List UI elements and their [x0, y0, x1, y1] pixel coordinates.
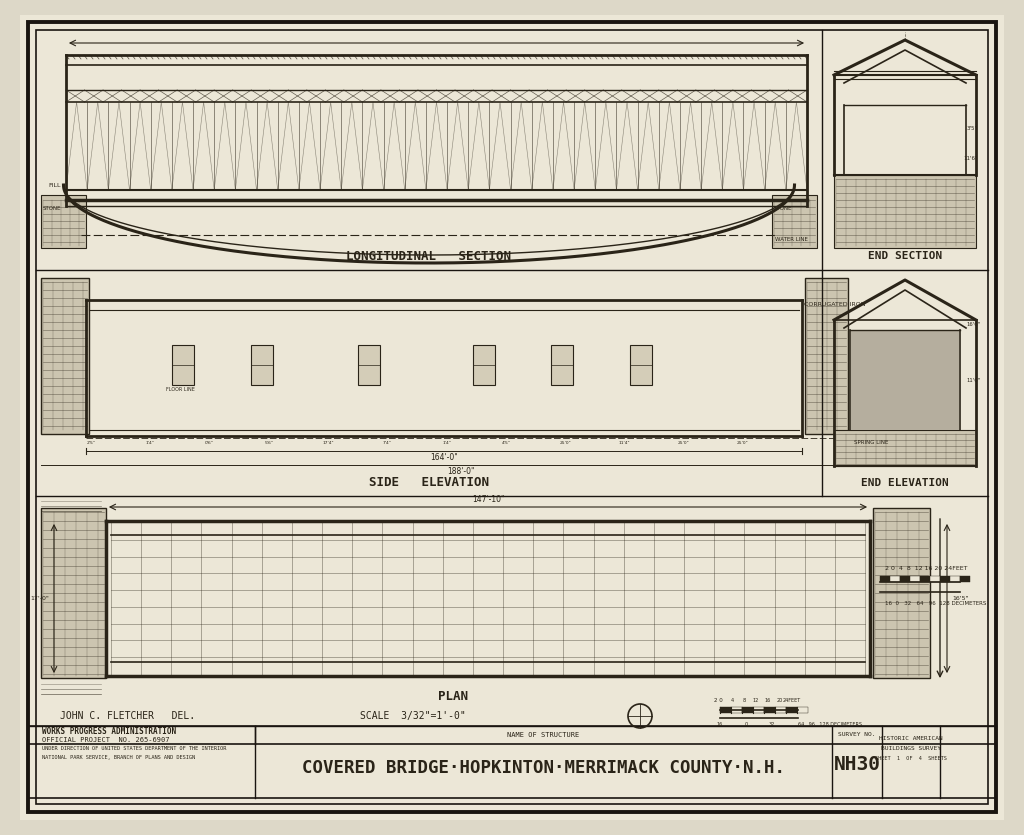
Text: 8: 8 — [742, 698, 745, 703]
Bar — [930, 576, 940, 582]
Text: 32: 32 — [769, 722, 775, 727]
Bar — [880, 576, 890, 582]
Text: JOHN C. FLETCHER   DEL.: JOHN C. FLETCHER DEL. — [60, 711, 196, 721]
Text: 16: 16 — [765, 698, 771, 703]
Bar — [775, 707, 786, 713]
Text: WATER LINE: WATER LINE — [775, 237, 808, 242]
Text: 16'5": 16'5" — [952, 596, 969, 601]
Text: 5'6": 5'6" — [264, 441, 273, 445]
Text: 11'6": 11'6" — [964, 156, 978, 161]
Bar — [786, 707, 797, 713]
Text: NH30: NH30 — [834, 755, 881, 773]
Text: 2'5": 2'5" — [87, 441, 95, 445]
Text: CORRUGATED IRON: CORRUGATED IRON — [804, 302, 865, 307]
Bar — [41, 278, 89, 434]
Bar — [851, 331, 959, 430]
Text: COVERED BRIDGE·HOPKINTON·MERRIMACK COUNTY·N.H.: COVERED BRIDGE·HOPKINTON·MERRIMACK COUNT… — [301, 759, 784, 777]
Bar — [251, 345, 272, 385]
Bar — [890, 576, 900, 582]
Text: SPRING LINE: SPRING LINE — [854, 440, 889, 445]
Text: WORKS PROGRESS ADMINISTRATION: WORKS PROGRESS ADMINISTRATION — [42, 727, 176, 736]
Text: 0: 0 — [744, 722, 748, 727]
Bar — [772, 195, 817, 248]
Text: 188'-0": 188'-0" — [447, 468, 475, 477]
Bar — [41, 195, 86, 248]
Text: FILL: FILL — [48, 183, 60, 188]
Bar — [41, 508, 106, 678]
Text: 147'-10": 147'-10" — [472, 495, 504, 504]
Bar — [731, 707, 742, 713]
Bar — [940, 576, 950, 582]
Text: 20: 20 — [777, 698, 783, 703]
Text: 3'5": 3'5" — [967, 126, 978, 131]
Text: STONE: STONE — [774, 206, 793, 211]
Text: 2 0  4  8  12 16 20 24FEET: 2 0 4 8 12 16 20 24FEET — [885, 566, 968, 571]
Text: END ELEVATION: END ELEVATION — [861, 478, 949, 488]
Text: 164'-0": 164'-0" — [430, 453, 458, 463]
Bar — [910, 576, 920, 582]
Text: 17'4": 17'4" — [323, 441, 334, 445]
Text: FLOOR LINE: FLOOR LINE — [166, 387, 195, 392]
Text: 17'-0": 17'-0" — [30, 596, 49, 601]
Text: STONE: STONE — [43, 206, 61, 211]
Bar — [551, 345, 573, 385]
Bar — [172, 345, 194, 385]
Bar — [805, 278, 848, 434]
Text: 16  0   32   64   96  128 DECIMETERS: 16 0 32 64 96 128 DECIMETERS — [885, 601, 986, 606]
Text: SCALE  3/32"=1'-0": SCALE 3/32"=1'-0" — [360, 711, 466, 721]
Text: 11'6": 11'6" — [966, 377, 980, 382]
Text: UNDER DIRECTION OF UNITED STATES DEPARTMENT OF THE INTERIOR: UNDER DIRECTION OF UNITED STATES DEPARTM… — [42, 746, 226, 752]
Text: 16: 16 — [717, 722, 723, 727]
Text: SHEET  1  OF  4  SHEETS: SHEET 1 OF 4 SHEETS — [876, 756, 947, 761]
Bar — [720, 707, 731, 713]
Bar — [358, 345, 380, 385]
Text: 25'0": 25'0" — [678, 441, 689, 445]
Text: 4'5": 4'5" — [502, 441, 510, 445]
Text: NAME OF STRUCTURE: NAME OF STRUCTURE — [507, 732, 580, 738]
Text: END SECTION: END SECTION — [868, 251, 942, 261]
Text: 4: 4 — [730, 698, 733, 703]
Bar — [900, 576, 910, 582]
Text: SIDE   ELEVATION: SIDE ELEVATION — [369, 477, 489, 489]
Text: 7'4": 7'4" — [383, 441, 391, 445]
Bar — [834, 430, 976, 466]
Bar — [742, 707, 753, 713]
Bar — [961, 576, 970, 582]
Text: 16'6": 16'6" — [966, 322, 980, 327]
Bar — [630, 345, 652, 385]
Text: PLAN: PLAN — [438, 690, 468, 702]
Bar — [834, 175, 976, 248]
Text: 0'6": 0'6" — [205, 441, 214, 445]
Bar — [473, 345, 495, 385]
Text: OFFICIAL PROJECT  NO. 265-6907: OFFICIAL PROJECT NO. 265-6907 — [42, 737, 170, 743]
Text: 1'4": 1'4" — [442, 441, 451, 445]
Bar — [797, 707, 808, 713]
Bar — [873, 508, 930, 678]
Text: 11'4": 11'4" — [618, 441, 630, 445]
Bar — [950, 576, 961, 582]
Text: 25'0": 25'0" — [559, 441, 570, 445]
Text: 12: 12 — [753, 698, 759, 703]
Text: 24FEET: 24FEET — [783, 698, 801, 703]
Text: SURVEY NO.: SURVEY NO. — [839, 731, 876, 736]
Bar — [753, 707, 764, 713]
Text: LONGITUDINAL   SECTION: LONGITUDINAL SECTION — [346, 250, 512, 262]
Text: 64   96   128 DECIMETERS: 64 96 128 DECIMETERS — [798, 722, 862, 727]
Bar — [920, 576, 930, 582]
Text: 2 0: 2 0 — [714, 698, 722, 703]
Bar — [764, 707, 775, 713]
Text: 1'4": 1'4" — [145, 441, 155, 445]
Text: 25'0": 25'0" — [737, 441, 749, 445]
Text: BUILDINGS SURVEY: BUILDINGS SURVEY — [881, 746, 941, 751]
Text: NATIONAL PARK SERVICE, BRANCH OF PLANS AND DESIGN: NATIONAL PARK SERVICE, BRANCH OF PLANS A… — [42, 755, 196, 760]
Text: HISTORIC AMERICAN: HISTORIC AMERICAN — [880, 736, 943, 741]
